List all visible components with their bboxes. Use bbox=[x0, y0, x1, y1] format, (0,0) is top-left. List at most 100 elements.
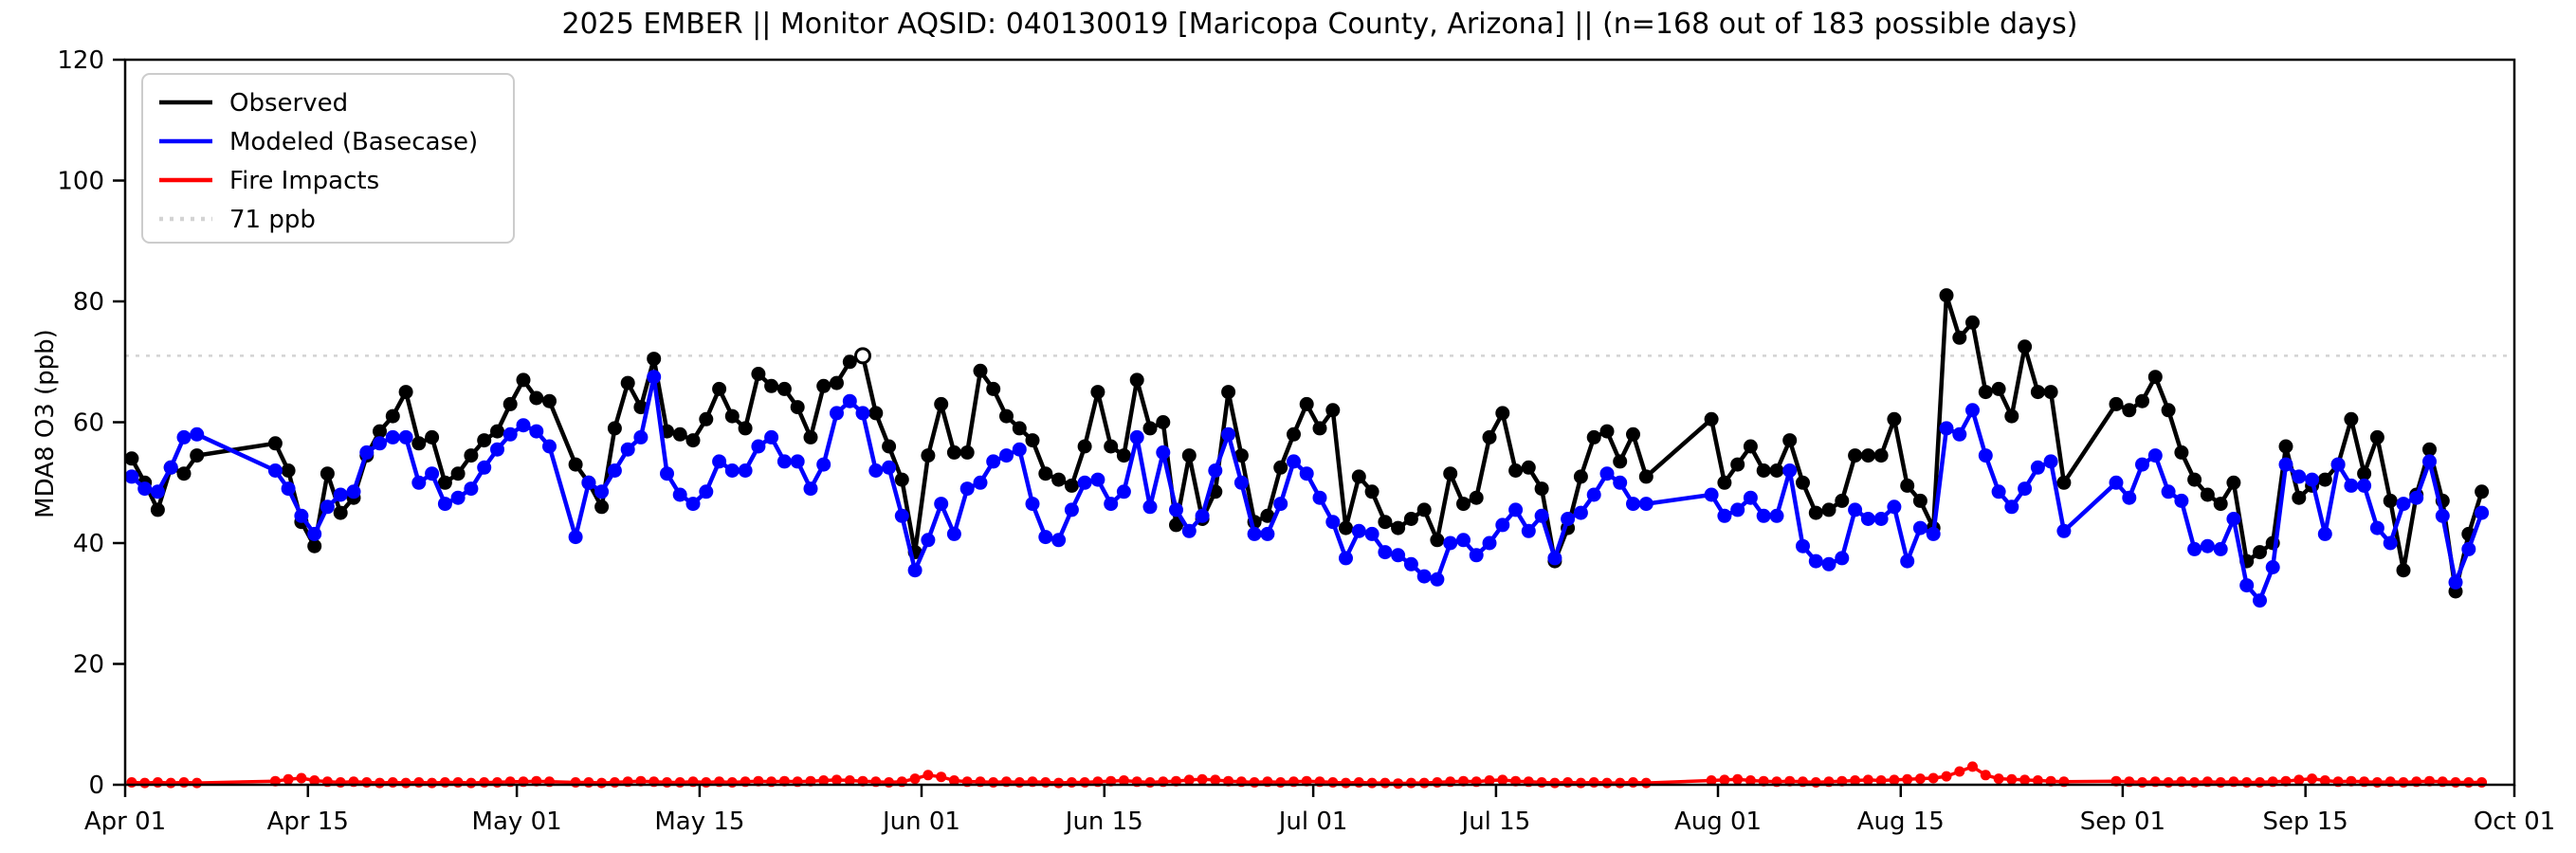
data-point-observed: Jun 17: 67 ppb bbox=[1129, 372, 1144, 388]
data-point-observed: Jul 03: 42.5 ppb bbox=[1339, 520, 1353, 535]
data-point-fire-impacts: Aug 16: 1 ppb bbox=[1914, 773, 1926, 785]
data-point-observed: Jul 14: 57.5 ppb bbox=[1482, 429, 1497, 445]
data-point-observed: Sep 01: 62 ppb bbox=[2122, 403, 2137, 418]
data-point-modeled-basecase: Apr 22: 57.5 ppb bbox=[398, 429, 413, 445]
data-point-modeled-basecase: Aug 07: 39.5 ppb bbox=[1796, 538, 1810, 554]
data-point-fire-impacts: May 05: 0.4 ppb bbox=[570, 777, 581, 788]
data-point-modeled-basecase: Jun 14: 50.5 ppb bbox=[1090, 472, 1105, 487]
data-point-modeled-basecase: Sep 08: 39 ppb bbox=[2213, 541, 2228, 556]
data-point-fire-impacts: May 17: 0.4 ppb bbox=[726, 777, 738, 788]
data-point-fire-impacts: Jun 21: 0.8 ppb bbox=[1183, 774, 1195, 786]
data-point-modeled-basecase: Jul 15: 43 ppb bbox=[1495, 517, 1510, 533]
data-point-modeled-basecase: Aug 01: 44.5 ppb bbox=[1717, 508, 1732, 523]
x-tick-label: Jul 15 bbox=[1460, 808, 1531, 836]
data-point-modeled-basecase: Aug 16: 42.5 ppb bbox=[1912, 520, 1927, 535]
data-point-observed: Aug 27: 50 ppb bbox=[2056, 475, 2072, 490]
data-point-modeled-basecase: May 25: 61.5 ppb bbox=[830, 406, 844, 421]
data-point-modeled-basecase: Jul 02: 43.5 ppb bbox=[1325, 515, 1341, 530]
data-point-fire-impacts: Jun 06: 0.4 ppb bbox=[988, 777, 999, 788]
data-point-fire-impacts: May 25: 0.8 ppb bbox=[831, 774, 842, 786]
data-point-modeled-basecase: Jul 08: 36.5 ppb bbox=[1403, 556, 1418, 572]
chart-title: 2025 EMBER || Monitor AQSID: 040130019 [… bbox=[561, 8, 2078, 41]
data-point-observed: Apr 24: 57.5 ppb bbox=[425, 429, 440, 445]
data-point-fire-impacts: Apr 17: 0.4 ppb bbox=[335, 777, 346, 788]
data-point-fire-impacts: Jun 12: 0.4 ppb bbox=[1066, 777, 1077, 788]
data-point-observed: Jun 18: 59 ppb bbox=[1142, 421, 1158, 436]
data-point-modeled-basecase: May 06: 50 ppb bbox=[581, 475, 596, 490]
data-point-fire-impacts: Jul 09: 0.3 ppb bbox=[1418, 777, 1430, 789]
data-point-fire-impacts: Jun 10: 0.4 ppb bbox=[1040, 777, 1051, 788]
data-point-modeled-basecase: Apr 26: 47.5 ppb bbox=[450, 490, 466, 505]
data-point-observed: Sep 28: 48.5 ppb bbox=[2475, 484, 2490, 499]
data-point-fire-impacts: Aug 02: 0.9 ppb bbox=[1732, 773, 1744, 785]
data-point-modeled-basecase: Jun 22: 44.5 ppb bbox=[1195, 508, 1210, 523]
data-point-modeled-basecase: May 28: 52 ppb bbox=[868, 463, 884, 478]
x-tick-label: Aug 15 bbox=[1857, 808, 1945, 836]
data-point-fire-impacts: May 08: 0.4 ppb bbox=[609, 777, 620, 788]
data-point-fire-impacts: Apr 15: 0.7 ppb bbox=[309, 775, 320, 786]
data-point-modeled-basecase: Aug 12: 44 ppb bbox=[1860, 512, 1875, 526]
data-point-modeled-basecase: Apr 17: 48 ppb bbox=[333, 487, 348, 502]
x-tick-label: Jun 15 bbox=[1064, 808, 1143, 836]
data-point-fire-impacts: Apr 25: 0.4 ppb bbox=[439, 777, 450, 788]
data-point-observed: Apr 23: 56.5 ppb bbox=[411, 436, 427, 451]
data-point-fire-impacts: Aug 19: 2.2 ppb bbox=[1954, 766, 1965, 777]
data-point-observed: May 16: 65.5 ppb bbox=[712, 381, 727, 396]
data-point-fire-impacts: May 13: 0.4 ppb bbox=[674, 777, 685, 788]
data-point-modeled-basecase: Jun 20: 45.5 ppb bbox=[1169, 502, 1183, 517]
data-point-modeled-basecase: May 02: 58.5 ppb bbox=[529, 424, 544, 439]
data-point-fire-impacts: Sep 26: 0.4 ppb bbox=[2450, 777, 2461, 788]
data-point-fire-impacts: Aug 11: 0.7 ppb bbox=[1850, 775, 1861, 786]
data-point-fire-impacts: Jul 18: 0.4 ppb bbox=[1536, 777, 1547, 788]
data-point-fire-impacts: Jul 04: 0.4 ppb bbox=[1353, 777, 1364, 788]
data-point-modeled-basecase: May 20: 57.5 ppb bbox=[764, 429, 779, 445]
data-point-fire-impacts: May 29: 0.4 ppb bbox=[884, 777, 895, 788]
data-point-fire-impacts: Apr 14: 1.1 ppb bbox=[296, 772, 307, 784]
data-point-observed: May 03: 63.5 ppb bbox=[542, 393, 557, 408]
data-point-fire-impacts: Aug 18: 1.4 ppb bbox=[1941, 771, 1952, 782]
data-point-modeled-basecase: May 26: 63.5 ppb bbox=[842, 393, 857, 408]
data-point-observed: May 05: 53 ppb bbox=[568, 457, 583, 472]
data-point-observed: Apr 12: 56.5 ppb bbox=[267, 436, 283, 451]
data-point-observed: May 22: 62.5 ppb bbox=[790, 400, 805, 415]
data-point-fire-impacts: Aug 14: 0.8 ppb bbox=[1889, 774, 1900, 786]
data-point-modeled-basecase: Jun 06: 53.5 ppb bbox=[986, 454, 1001, 469]
data-point-modeled-basecase: Apr 12: 52 ppb bbox=[267, 463, 283, 478]
data-point-modeled-basecase: Aug 06: 52 ppb bbox=[1782, 463, 1798, 478]
data-point-fire-impacts: Jul 23: 0.3 ppb bbox=[1601, 777, 1613, 789]
data-point-observed: Sep 22: 35.5 ppb bbox=[2396, 563, 2411, 578]
data-point-fire-impacts: Aug 22: 1 ppb bbox=[1993, 773, 2004, 785]
data-point-modeled-basecase: Jun 10: 41 ppb bbox=[1038, 530, 1053, 545]
data-point-modeled-basecase: Aug 03: 47.5 ppb bbox=[1743, 490, 1758, 505]
data-point-observed: Jul 24: 53.5 ppb bbox=[1613, 454, 1628, 469]
data-point-observed: Sep 14: 47.5 ppb bbox=[2292, 490, 2307, 505]
data-point-observed: Sep 20: 57.5 ppb bbox=[2369, 429, 2384, 445]
data-point-fire-impacts: Apr 19: 0.4 ppb bbox=[361, 777, 373, 788]
data-point-fire-impacts: Jul 22: 0.4 ppb bbox=[1588, 777, 1599, 788]
data-point-modeled-basecase: Jun 16: 48.5 ppb bbox=[1116, 484, 1131, 499]
data-point-modeled-basecase: May 24: 53 ppb bbox=[816, 457, 831, 472]
data-point-modeled-basecase: Jul 16: 45.5 ppb bbox=[1508, 502, 1524, 517]
data-point-modeled-basecase: Sep 05: 47 ppb bbox=[2174, 493, 2189, 508]
data-point-observed: Aug 12: 54.5 ppb bbox=[1860, 448, 1875, 463]
data-point-observed: Jun 12: 49.5 ppb bbox=[1064, 478, 1079, 493]
data-point-fire-impacts: Jul 08: 0.3 ppb bbox=[1405, 777, 1416, 789]
data-point-fire-impacts: Jul 14: 0.7 ppb bbox=[1484, 775, 1495, 786]
data-point-observed: May 07: 46 ppb bbox=[594, 499, 610, 515]
data-point-observed: Jul 13: 47.5 ppb bbox=[1469, 490, 1484, 505]
data-point-observed: Aug 26: 65 ppb bbox=[2043, 385, 2058, 400]
data-point-observed: Jun 21: 54.5 ppb bbox=[1181, 448, 1197, 463]
data-point-observed: Sep 06: 50.5 ppb bbox=[2187, 472, 2202, 487]
data-point-observed: Apr 27: 54.5 ppb bbox=[464, 448, 479, 463]
data-point-observed: Jul 17: 52.5 ppb bbox=[1521, 460, 1536, 475]
data-point-modeled-basecase: Aug 21: 54.5 ppb bbox=[1978, 448, 1993, 463]
data-point-observed: Jun 08: 59 ppb bbox=[1012, 421, 1027, 436]
data-point-modeled-basecase: Sep 11: 30.5 ppb bbox=[2253, 593, 2267, 608]
data-point-modeled-basecase: Aug 08: 37 ppb bbox=[1808, 554, 1823, 569]
data-point-observed: Aug 23: 61 ppb bbox=[2004, 408, 2019, 424]
y-tick-label: 40 bbox=[73, 530, 104, 558]
data-point-fire-impacts: Aug 03: 0.7 ppb bbox=[1745, 775, 1756, 786]
data-point-observed: May 01: 67 ppb bbox=[516, 372, 531, 388]
data-point-modeled-basecase: Jun 03: 41.5 ppb bbox=[946, 526, 961, 541]
data-point-fire-impacts: Jul 31: 0.7 ppb bbox=[1706, 775, 1717, 786]
